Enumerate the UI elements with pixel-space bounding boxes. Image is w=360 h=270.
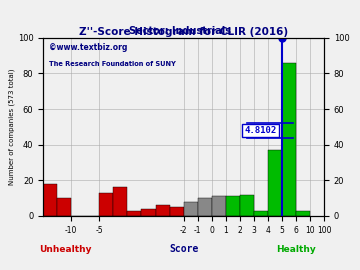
- Bar: [240, 195, 254, 216]
- Bar: [184, 202, 198, 216]
- Text: Healthy: Healthy: [276, 245, 316, 254]
- Bar: [296, 211, 310, 216]
- Bar: [43, 184, 57, 216]
- Bar: [113, 187, 127, 216]
- Y-axis label: Number of companies (573 total): Number of companies (573 total): [8, 69, 15, 185]
- Text: Score: Score: [169, 244, 198, 254]
- Bar: [141, 209, 156, 216]
- Text: ©www.textbiz.org: ©www.textbiz.org: [49, 43, 127, 52]
- Bar: [212, 196, 226, 216]
- Text: 4.8102: 4.8102: [245, 126, 277, 135]
- Text: Unhealthy: Unhealthy: [39, 245, 92, 254]
- Bar: [268, 150, 282, 216]
- Bar: [282, 63, 296, 216]
- Bar: [156, 205, 170, 216]
- Bar: [127, 211, 141, 216]
- Bar: [226, 196, 240, 216]
- Bar: [198, 198, 212, 216]
- Title: Z''-Score Histogram for CLIR (2016): Z''-Score Histogram for CLIR (2016): [79, 27, 288, 37]
- Bar: [170, 207, 184, 216]
- Text: Sector: Industrials: Sector: Industrials: [129, 26, 231, 36]
- Bar: [99, 193, 113, 216]
- Bar: [254, 211, 268, 216]
- Text: The Research Foundation of SUNY: The Research Foundation of SUNY: [49, 61, 176, 67]
- Bar: [57, 198, 71, 216]
